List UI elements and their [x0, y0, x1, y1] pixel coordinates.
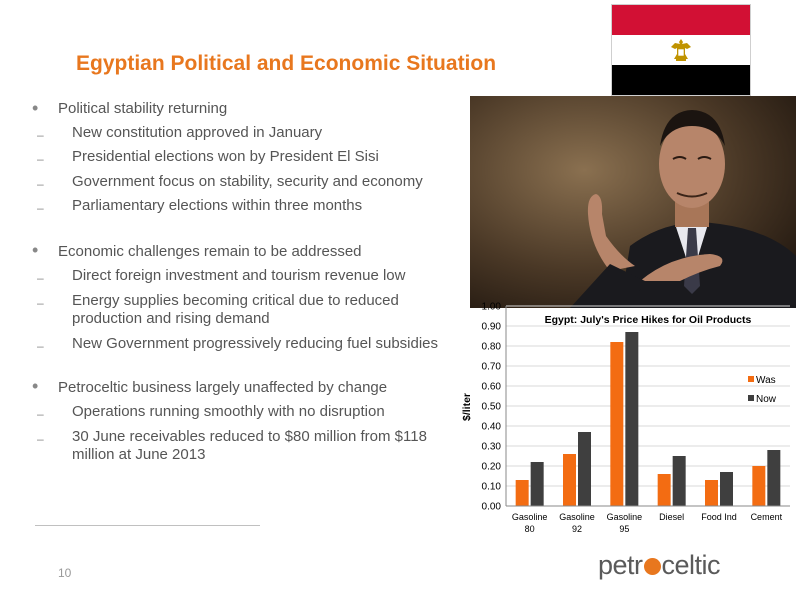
y-tick-label: 0.30 — [482, 442, 502, 453]
chart-legend: Was Now — [748, 375, 777, 405]
dash-marker: – — [37, 407, 44, 421]
legend-swatch-now — [748, 395, 754, 401]
bar-was — [515, 480, 529, 506]
dash-marker: – — [37, 201, 44, 215]
bar-now — [625, 332, 639, 506]
y-tick-label: 0.50 — [482, 402, 502, 413]
sub-bullet: 30 June receivables reduced to $80 milli… — [72, 428, 427, 463]
y-tick-label: 0.20 — [482, 462, 502, 473]
y-axis-label: $/liter — [461, 393, 473, 421]
x-tick-label: Food Ind — [701, 512, 737, 522]
dash-marker: – — [37, 271, 44, 285]
sub-bullet: Government focus on stability, security … — [72, 173, 423, 190]
price-hikes-chart: Egypt: July's Price Hikes for Oil Produc… — [461, 302, 790, 534]
egypt-flag — [611, 4, 751, 96]
footer-divider — [35, 525, 260, 526]
president-photo — [470, 96, 796, 308]
y-tick-label: 0.00 — [482, 502, 502, 513]
eagle-emblem-icon — [671, 39, 691, 61]
x-tick-label: 92 — [572, 524, 582, 534]
legend-label-was: Was — [756, 375, 776, 386]
bar-was — [705, 480, 718, 506]
sub-bullet: Operations running smoothly with no disr… — [72, 403, 385, 420]
dash-marker: – — [37, 296, 44, 310]
x-tick-label: Cement — [751, 512, 783, 522]
bar-now — [672, 456, 686, 506]
chart-gridlines — [505, 305, 790, 506]
dash-marker: – — [37, 152, 44, 166]
x-tick-label: 95 — [619, 524, 629, 534]
logo-orange-circle-icon — [643, 558, 661, 575]
bar-now — [530, 462, 544, 506]
bar-was — [657, 474, 671, 506]
bar-was — [610, 342, 624, 506]
logo-text-end: celtic — [661, 550, 721, 580]
dash-marker: – — [37, 177, 44, 191]
bullet-political-stability: Political stability returning — [58, 100, 228, 117]
chart-bars — [515, 332, 781, 506]
chart-title: Egypt: July's Price Hikes for Oil Produc… — [545, 314, 752, 326]
dash-marker: – — [37, 128, 44, 142]
flag-red-band — [612, 5, 750, 35]
y-tick-label: 0.10 — [482, 482, 502, 493]
page-number: 10 — [58, 566, 72, 580]
dash-marker: – — [37, 432, 44, 446]
y-tick-label: 0.70 — [482, 362, 502, 373]
logo-text-start: petr — [598, 550, 643, 580]
legend-label-now: Now — [756, 394, 777, 405]
sub-bullet: Energy supplies becoming critical due to… — [72, 292, 399, 327]
bullet-marker: • — [32, 240, 39, 260]
bar-now — [578, 432, 591, 506]
y-tick-label: 0.60 — [482, 382, 502, 393]
bullet-list: • Political stability returning – New co… — [0, 0, 470, 470]
bar-now — [720, 472, 733, 506]
y-tick-label: 0.90 — [482, 322, 502, 333]
y-tick-label: 0.80 — [482, 342, 502, 353]
x-tick-label: Gasoline — [512, 512, 548, 522]
bullet-marker: • — [32, 98, 39, 118]
x-tick-label: Diesel — [659, 512, 684, 522]
sub-bullet: New constitution approved in January — [72, 124, 323, 141]
legend-swatch-was — [748, 376, 754, 382]
y-axis-ticks: 0.00 0.10 0.20 0.30 0.40 0.50 0.60 0.70 0.80 0.90… — [482, 302, 502, 513]
flag-black-band — [612, 65, 750, 95]
bullet-economic-challenges: Economic challenges remain to be address… — [58, 243, 362, 260]
bullet-petroceltic-business: Petroceltic business largely unaffected … — [58, 379, 388, 396]
x-tick-label: Gasoline — [607, 512, 643, 522]
dash-marker: – — [37, 339, 44, 353]
sub-bullet: Direct foreign investment and tourism re… — [72, 267, 406, 284]
bar-was — [563, 454, 576, 506]
x-tick-label: 80 — [525, 524, 535, 534]
y-tick-label: 1.00 — [482, 302, 502, 313]
sub-bullet: Parliamentary elections within three mon… — [72, 197, 363, 214]
petroceltic-logo: petr celtic — [598, 550, 721, 581]
x-axis-labels: Gasoline 80 Gasoline 92 Gasoline 95 Diesel Food… — [512, 512, 783, 534]
bar-now — [767, 450, 781, 506]
slide-title: Egyptian Political and Economic Situatio… — [76, 52, 497, 75]
bar-was — [752, 466, 766, 506]
bullet-marker: • — [32, 376, 39, 396]
sub-bullet: Presidential elections won by President … — [72, 148, 379, 165]
y-tick-label: 0.40 — [482, 422, 502, 433]
sub-bullet: New Government progressively reducing fu… — [72, 335, 439, 352]
x-tick-label: Gasoline — [559, 512, 595, 522]
